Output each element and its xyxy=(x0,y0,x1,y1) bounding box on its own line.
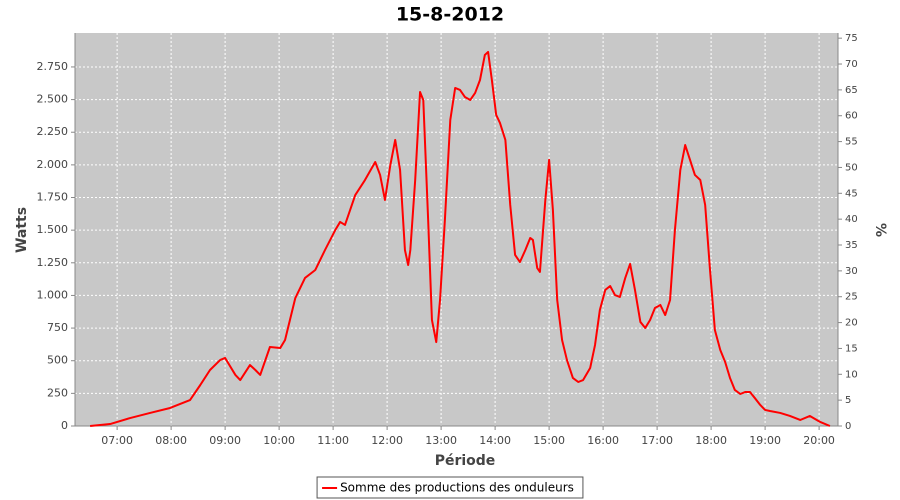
y2-tick-label: 50 xyxy=(845,162,858,173)
y2-axis-label: % xyxy=(872,223,888,237)
y2-tick-label: 75 xyxy=(845,33,858,44)
x-tick-label: 19:00 xyxy=(749,434,781,447)
y-tick-label: 1.000 xyxy=(37,288,69,301)
y2-tick-label: 55 xyxy=(845,137,858,148)
y-tick-label: 0 xyxy=(61,419,68,432)
y2-tick-label: 45 xyxy=(845,188,858,199)
y2-tick-label: 25 xyxy=(845,292,858,303)
y-tick-label: 750 xyxy=(47,321,68,334)
series-line xyxy=(90,50,831,427)
x-tick-label: 17:00 xyxy=(641,434,673,447)
y-tick-label: 1.750 xyxy=(37,191,69,204)
y-tick-label: 2.250 xyxy=(37,125,69,138)
y2-tick-label: 0 xyxy=(845,421,851,432)
y2-tick-label: 40 xyxy=(845,214,858,225)
x-tick-label: 11:00 xyxy=(317,434,349,447)
plot-area xyxy=(75,33,838,426)
y-tick-label: 2.750 xyxy=(37,60,69,73)
chart-title: 15-8-2012 xyxy=(396,4,504,26)
y2-tick-label: 5 xyxy=(845,395,851,406)
y2-tick-label: 10 xyxy=(845,369,858,380)
y-axis-label: Watts xyxy=(14,207,30,253)
y-tick-label: 250 xyxy=(47,386,68,399)
x-tick-label: 20:00 xyxy=(803,434,835,447)
y2-tick-label: 30 xyxy=(845,266,858,277)
y-tick-label: 1.500 xyxy=(37,223,69,236)
x-tick-label: 12:00 xyxy=(371,434,403,447)
x-tick-label: 08:00 xyxy=(155,434,187,447)
y2-tick-label: 65 xyxy=(845,85,858,96)
x-tick-label: 15:00 xyxy=(533,434,565,447)
x-tick-label: 16:00 xyxy=(587,434,619,447)
y-tick-label: 2.000 xyxy=(37,158,69,171)
x-tick-label: 09:00 xyxy=(209,434,241,447)
y2-tick-label: 15 xyxy=(845,343,858,354)
y2-tick-label: 60 xyxy=(845,111,858,122)
x-tick-label: 18:00 xyxy=(695,434,727,447)
y2-tick-label: 35 xyxy=(845,240,858,251)
y-tick-label: 2.500 xyxy=(37,93,69,106)
legend-box xyxy=(316,476,584,499)
y-tick-label: 500 xyxy=(47,354,68,367)
y2-tick-label: 70 xyxy=(845,59,858,70)
x-tick-label: 13:00 xyxy=(425,434,457,447)
y2-tick-label: 20 xyxy=(845,318,858,329)
x-tick-label: 10:00 xyxy=(263,434,295,447)
legend-label: Somme des productions des onduleurs xyxy=(340,481,574,495)
y-tick-label: 1.250 xyxy=(37,256,69,269)
x-tick-label: 07:00 xyxy=(101,434,133,447)
x-axis-label: Période xyxy=(435,453,496,469)
x-tick-label: 14:00 xyxy=(479,434,511,447)
